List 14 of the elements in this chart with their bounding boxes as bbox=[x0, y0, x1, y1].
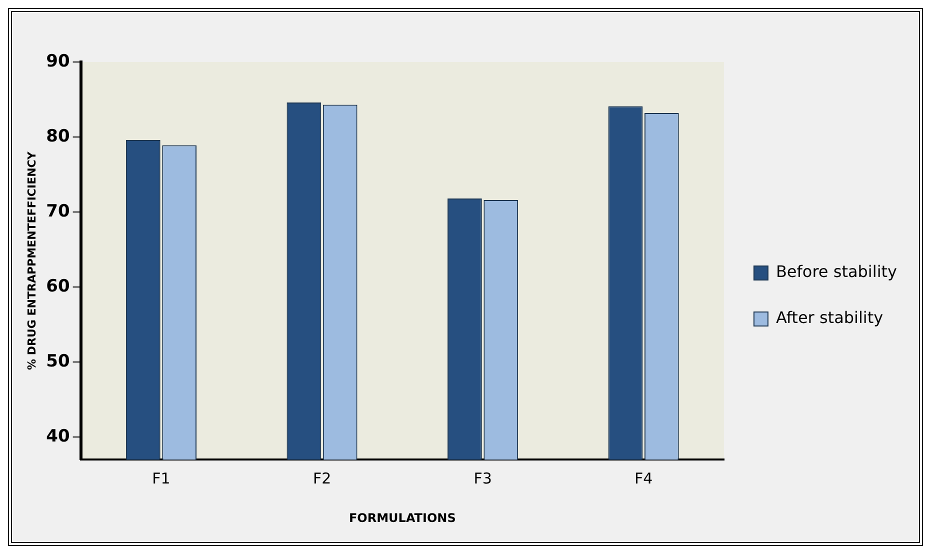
legend-label: After stability bbox=[776, 308, 884, 328]
legend-label: Before stability bbox=[776, 262, 897, 282]
y-tick-label: 40 bbox=[46, 426, 70, 447]
y-axis-title: % DRUG ENTRAPPMENTEFFICIENCY bbox=[25, 150, 38, 370]
x-tick-label: F4 bbox=[634, 469, 653, 488]
y-tick-label: 90 bbox=[46, 51, 70, 72]
y-tick-label: 70 bbox=[46, 201, 70, 222]
x-axis-title: FORMULATIONS bbox=[348, 510, 456, 525]
y-tick-label: 60 bbox=[46, 276, 70, 296]
x-tick-label: F3 bbox=[474, 469, 492, 488]
y-tick-label: 50 bbox=[46, 351, 70, 372]
x-tick-label: F1 bbox=[152, 469, 170, 488]
x-tick-label: F2 bbox=[312, 469, 332, 488]
y-tick-label: 80 bbox=[46, 126, 70, 146]
